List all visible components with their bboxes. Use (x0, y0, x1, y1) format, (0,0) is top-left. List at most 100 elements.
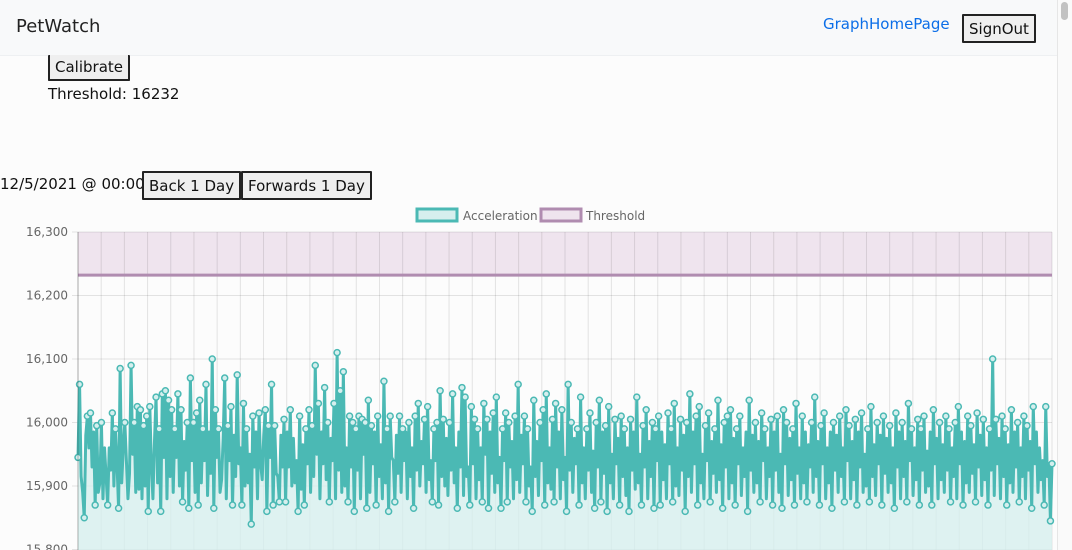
acceleration-point (398, 425, 407, 433)
acceleration-point (247, 520, 256, 528)
acceleration-point (767, 415, 775, 424)
acceleration-point (501, 409, 510, 417)
acceleration-point (835, 412, 844, 420)
acceleration-point (80, 514, 88, 522)
acceleration-point (461, 393, 469, 401)
acceleration-point (790, 501, 799, 509)
acceleration-point (192, 409, 201, 417)
acceleration-point (363, 504, 371, 512)
acceleration-point (511, 412, 519, 420)
acceleration-point (439, 415, 447, 424)
acceleration-point (907, 425, 916, 433)
acceleration-point (445, 418, 454, 427)
acceleration-point (498, 425, 507, 433)
acceleration-point (650, 504, 658, 512)
acceleration-point (973, 409, 981, 417)
acceleration-point (1023, 421, 1031, 430)
acceleration-point (1001, 425, 1009, 433)
acceleration-point (536, 418, 544, 427)
forward-one-day-button[interactable]: Forwards 1 Day (241, 171, 372, 200)
acceleration-point (263, 507, 271, 516)
acceleration-point (743, 507, 752, 516)
acceleration-point (701, 421, 710, 430)
acceleration-point (586, 409, 594, 417)
acceleration-point (384, 507, 393, 516)
acceleration-point (865, 498, 874, 506)
acceleration-point (333, 348, 341, 357)
acceleration-point (1040, 501, 1048, 509)
graph-home-link[interactable]: GraphHomePage (823, 15, 950, 33)
acceleration-point (152, 393, 160, 401)
acceleration-point (654, 412, 663, 420)
acceleration-point (522, 498, 530, 506)
acceleration-point (130, 418, 138, 427)
legend-acceleration-swatch (415, 207, 459, 223)
acceleration-point (867, 402, 875, 411)
acceleration-point (420, 415, 429, 424)
acceleration-point (239, 399, 248, 408)
acceleration-point (136, 406, 145, 414)
legend-threshold-swatch (539, 207, 583, 223)
acceleration-point (706, 498, 714, 506)
acceleration-point (127, 361, 135, 370)
acceleration-point (817, 421, 825, 430)
acceleration-point (177, 406, 185, 414)
acceleration-point (361, 418, 369, 427)
scrollbar-thumb[interactable] (1061, 2, 1068, 20)
acceleration-point (484, 504, 493, 512)
navbar: PetWatch GraphHomePage SignOut (0, 0, 1058, 56)
acceleration-point (575, 501, 583, 509)
acceleration-point (448, 390, 457, 398)
acceleration-point (857, 409, 866, 417)
acceleration-point (523, 425, 532, 433)
page-scrollbar[interactable] (1057, 0, 1072, 550)
acceleration-point (1046, 517, 1055, 525)
back-one-day-button[interactable]: Back 1 Day (142, 171, 242, 200)
acceleration-point (718, 504, 727, 512)
calibrate-button[interactable]: Calibrate (48, 55, 130, 81)
acceleration-point (864, 425, 872, 433)
acceleration-point (311, 361, 320, 370)
acceleration-point (548, 415, 557, 424)
acceleration-point (189, 418, 198, 427)
acceleration-point (928, 501, 936, 509)
acceleration-point (984, 501, 992, 509)
acceleration-point (199, 425, 207, 433)
acceleration-point (851, 415, 860, 424)
acceleration-point (558, 406, 566, 414)
y-tick-label: 15,900 (26, 479, 68, 493)
acceleration-point (186, 374, 195, 382)
acceleration-point (350, 507, 359, 516)
acceleration-point (603, 507, 611, 516)
acceleration-point (639, 421, 647, 430)
acceleration-point (391, 498, 399, 506)
acceleration-point (300, 501, 309, 509)
acceleration-point (676, 415, 685, 424)
acceleration-point (514, 380, 522, 389)
acceleration-point (114, 504, 123, 512)
acceleration-point (436, 387, 444, 395)
threshold-value-text: Threshold: 16232 (48, 85, 180, 103)
acceleration-point (348, 418, 357, 427)
acceleration-point (562, 507, 571, 516)
signout-button[interactable]: SignOut (962, 14, 1036, 43)
acceleration-point (590, 504, 599, 512)
acceleration-point (539, 406, 547, 414)
acceleration-point (840, 498, 849, 506)
brand-title[interactable]: PetWatch (16, 16, 101, 37)
acceleration-point (395, 412, 404, 420)
acceleration-point (146, 402, 154, 411)
acceleration-point (1027, 504, 1036, 512)
acceleration-point (567, 418, 575, 427)
acceleration-point (615, 501, 624, 509)
acceleration-point (91, 501, 99, 509)
acceleration-point (1029, 402, 1038, 411)
acceleration-point (551, 399, 560, 408)
acceleration-point (651, 425, 660, 433)
acceleration-point (269, 501, 277, 509)
y-tick-label: 16,200 (26, 289, 68, 303)
acceleration-point (275, 498, 284, 506)
acceleration-point (142, 412, 151, 420)
acceleration-point (878, 501, 886, 509)
acceleration-point (778, 504, 786, 512)
